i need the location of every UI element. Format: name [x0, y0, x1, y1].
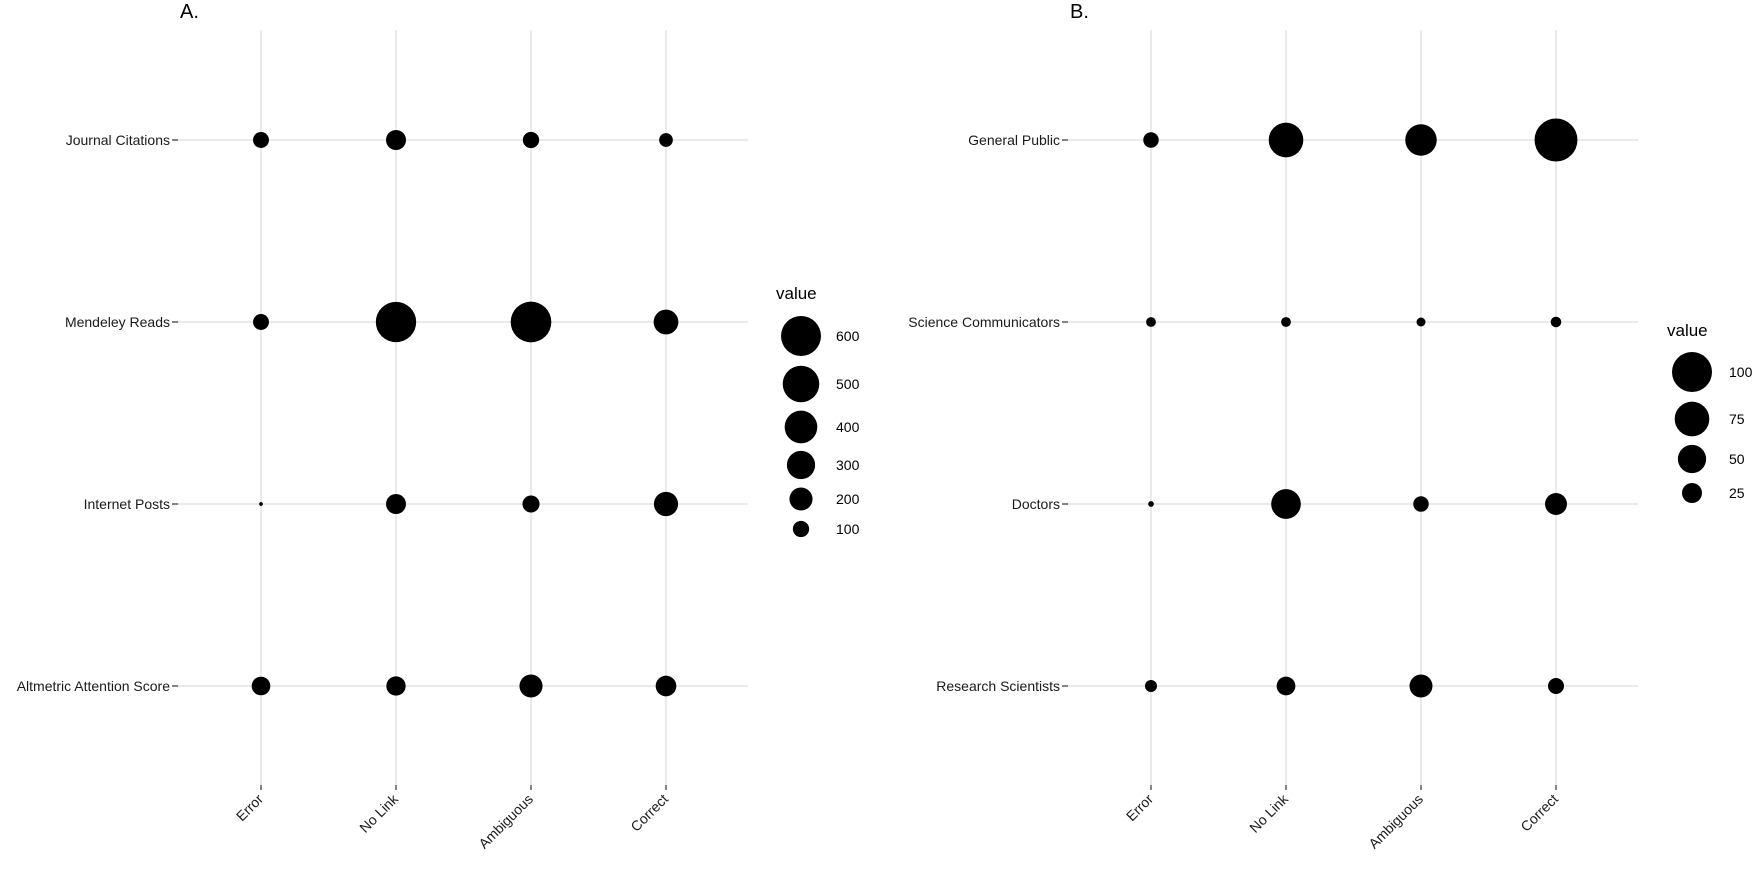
data-point — [510, 301, 552, 343]
data-point — [386, 676, 406, 696]
legend-key — [781, 316, 821, 356]
legend-label: 75 — [1729, 411, 1745, 427]
data-point — [1281, 317, 1291, 327]
data-point — [1145, 680, 1157, 692]
data-point — [1534, 118, 1578, 162]
data-point — [1413, 496, 1429, 512]
legend-key — [792, 520, 810, 538]
legend-key — [1674, 401, 1710, 437]
data-point — [1271, 489, 1301, 519]
data-point — [386, 494, 406, 514]
data-point — [522, 495, 540, 513]
y-tick-label: Internet Posts — [84, 496, 170, 512]
data-point — [386, 130, 406, 150]
legend-key — [1682, 483, 1702, 503]
y-tick-label: Science Communicators — [908, 314, 1060, 330]
data-point — [659, 133, 673, 147]
legend-label: 100 — [1729, 364, 1753, 380]
x-tick-label: Error — [233, 791, 267, 825]
data-point — [1148, 501, 1154, 507]
legend-title: value — [776, 284, 817, 303]
y-tick-label: Doctors — [1012, 496, 1060, 512]
x-tick-label: Ambiguous — [1365, 791, 1426, 852]
data-point — [1545, 493, 1567, 515]
size-legend: value 600 500 400 300 200 100 — [776, 284, 860, 538]
data-point — [259, 502, 263, 506]
legend-label: 25 — [1729, 485, 1745, 501]
legend-key — [789, 487, 813, 511]
x-tick-label: Correct — [1517, 791, 1561, 835]
legend-label: 400 — [836, 419, 860, 435]
x-tick-label: Error — [1123, 791, 1157, 825]
data-point — [253, 314, 269, 330]
x-tick-label: Ambiguous — [475, 791, 536, 852]
y-tick-label: Altmetric Attention Score — [17, 678, 171, 694]
data-point — [1146, 317, 1156, 327]
x-tick-label: No Link — [356, 790, 402, 836]
data-point — [1143, 132, 1159, 148]
data-point — [1276, 676, 1296, 696]
legend-label: 200 — [836, 491, 860, 507]
legend-key — [784, 410, 818, 444]
data-point — [1405, 124, 1437, 156]
data-point — [1416, 317, 1426, 327]
panel-a: A. Error No Link Ambiguous Correct Journal Ci… — [17, 1, 860, 852]
legend-key — [1672, 352, 1712, 392]
y-tick-label: General Public — [968, 132, 1060, 148]
legend-key — [1677, 444, 1707, 474]
data-point — [655, 675, 677, 697]
x-tick-label: Correct — [627, 791, 671, 835]
legend-label: 50 — [1729, 451, 1745, 467]
data-point — [1550, 316, 1562, 328]
data-point — [1548, 678, 1564, 694]
legend-key — [782, 365, 820, 403]
data-point — [653, 491, 679, 517]
size-legend: value 100 75 50 25 — [1667, 321, 1753, 503]
data-point — [251, 676, 271, 696]
data-point — [375, 301, 417, 343]
legend-title: value — [1667, 321, 1708, 340]
legend-key — [786, 450, 816, 480]
y-tick-label: Journal Citations — [66, 132, 170, 148]
panel-title: A. — [180, 1, 199, 23]
data-point — [1268, 122, 1304, 158]
panel-b: B. Error No Link Ambiguous Correct General Pu… — [908, 1, 1752, 852]
data-point — [519, 674, 543, 698]
data-point — [253, 132, 269, 148]
legend-label: 600 — [836, 328, 860, 344]
data-point — [1409, 674, 1433, 698]
legend-label: 300 — [836, 457, 860, 473]
panel-title: B. — [1070, 1, 1089, 23]
y-tick-label: Mendeley Reads — [65, 314, 170, 330]
legend-label: 100 — [836, 521, 860, 537]
legend-label: 500 — [836, 376, 860, 392]
y-tick-label: Research Scientists — [936, 678, 1060, 694]
data-point — [653, 309, 679, 335]
x-tick-label: No Link — [1246, 790, 1292, 836]
data-point — [522, 131, 540, 149]
